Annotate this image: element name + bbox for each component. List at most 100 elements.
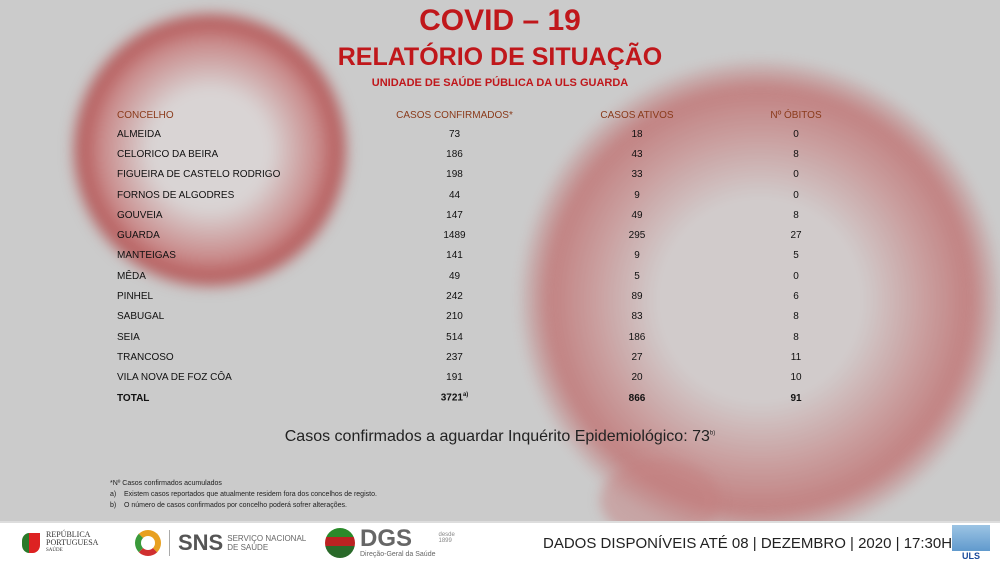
table-row: PINHEL 242 89 6 — [112, 286, 875, 306]
cell-confirmed: 44 — [448, 189, 461, 201]
col-active: CASOS ATIVOS — [600, 109, 674, 121]
footnote: *Nº Casos confirmados acumulados — [110, 480, 222, 487]
table-row: VILA NOVA DE FOZ CÔA 191 20 10 — [112, 368, 875, 388]
total-label: TOTAL — [117, 392, 150, 404]
cell-active: 33 — [631, 169, 643, 181]
cell-concelho: SABUGAL — [117, 311, 165, 323]
table-row: FORNOS DE ALGODRES 44 9 0 — [112, 185, 875, 205]
uls-text: ULS — [952, 551, 990, 561]
table-row: MANTEIGAS 141 9 5 — [112, 246, 875, 266]
cell-deaths: 27 — [790, 230, 802, 242]
dgs-sub: Direção-Geral da Saúde — [360, 551, 436, 558]
cell-confirmed: 191 — [446, 372, 463, 384]
cell-concelho: PINHEL — [117, 291, 154, 303]
cell-concelho: GUARDA — [117, 230, 160, 242]
uls-logo: ULS — [952, 525, 990, 561]
col-deaths: Nº ÓBITOS — [770, 109, 822, 121]
saude-text: SAÚDE — [46, 548, 63, 553]
sns-sub: DE SAÚDE — [227, 543, 269, 552]
footer: REPÚBLICA PORTUGUESA SAÚDE SNS SERVIÇO N… — [0, 521, 1000, 563]
pending-investigation: Casos confirmados a aguardar Inquérito E… — [284, 428, 716, 445]
cell-confirmed: 242 — [446, 291, 463, 303]
cell-confirmed: 147 — [446, 209, 463, 221]
table-row: SEIA 514 186 8 — [112, 327, 875, 347]
cell-deaths: 0 — [793, 189, 799, 201]
cell-deaths: 8 — [793, 209, 799, 221]
sns-text: SNS — [178, 530, 224, 555]
sns-ring-icon — [135, 530, 161, 556]
cell-active: 83 — [631, 311, 643, 323]
cell-confirmed: 73 — [448, 128, 461, 140]
dgs-logo: DGS Direção-Geral da Saúde desde 1899 — [325, 525, 455, 558]
table-header: CONCELHO CASOS CONFIRMADOS* CASOS ATIVOS… — [112, 106, 875, 124]
table-row: GOUVEIA 147 49 8 — [112, 205, 875, 225]
cell-active: 27 — [631, 351, 643, 363]
table-row: ALMEIDA 73 18 0 — [112, 124, 875, 144]
cell-concelho: MÊDA — [117, 270, 146, 282]
cell-concelho: MANTEIGAS — [117, 250, 176, 262]
cell-confirmed: 186 — [446, 148, 463, 160]
cell-active: 20 — [631, 372, 643, 384]
cell-deaths: 0 — [793, 169, 799, 181]
footnote: b) O número de casos confirmados por con… — [110, 502, 347, 509]
cell-deaths: 10 — [790, 372, 802, 384]
total-row: TOTAL 3721a) 866 91 — [112, 388, 875, 408]
cell-deaths: 8 — [793, 311, 799, 323]
unit-name: UNIDADE DE SAÚDE PÚBLICA DA ULS GUARDA — [371, 77, 629, 89]
table-row: TRANCOSO 237 27 11 — [112, 347, 875, 367]
cell-concelho: SEIA — [117, 331, 140, 343]
dgs-since: desde — [438, 532, 455, 538]
cell-deaths: 5 — [793, 250, 799, 262]
table-row: CELORICO DA BEIRA 186 43 8 — [112, 144, 875, 164]
cases-table: CONCELHO CASOS CONFIRMADOS* CASOS ATIVOS… — [112, 106, 875, 408]
page-subtitle: RELATÓRIO DE SITUAÇÃO — [337, 43, 663, 71]
cell-concelho: CELORICO DA BEIRA — [117, 148, 219, 160]
cell-active: 9 — [634, 189, 640, 201]
flag-icon — [22, 533, 40, 553]
cell-deaths: 6 — [793, 291, 799, 303]
dgs-text: DGS — [360, 525, 413, 552]
cell-confirmed: 141 — [446, 250, 463, 262]
footnotes: *Nº Casos confirmados acumulados a) Exis… — [110, 478, 377, 511]
cell-deaths: 0 — [793, 128, 799, 140]
cell-active: 9 — [634, 250, 640, 262]
dgs-year: 1899 — [438, 538, 452, 544]
total-deaths: 91 — [790, 392, 802, 404]
portuguesa-text: PORTUGUESA — [46, 538, 99, 547]
total-active: 866 — [628, 392, 646, 404]
cell-deaths: 8 — [793, 331, 799, 343]
cell-deaths: 0 — [793, 270, 799, 282]
cell-active: 5 — [634, 270, 640, 282]
total-confirmed: 3721a) — [440, 392, 469, 404]
footnote: a) Existem casos reportados que atualmen… — [110, 491, 377, 498]
cell-active: 18 — [631, 128, 643, 140]
table-row: FIGUEIRA DE CASTELO RODRIGO 198 33 0 — [112, 165, 875, 185]
cell-active: 186 — [628, 331, 646, 343]
cell-deaths: 11 — [790, 351, 802, 363]
cell-deaths: 8 — [793, 148, 799, 160]
cell-confirmed: 49 — [448, 270, 461, 282]
cell-concelho: GOUVEIA — [117, 209, 163, 221]
cell-active: 43 — [631, 148, 643, 160]
sns-sub: SERVIÇO NACIONAL — [227, 534, 307, 543]
col-concelho: CONCELHO — [117, 109, 174, 121]
col-confirmed: CASOS CONFIRMADOS* — [396, 109, 513, 121]
cell-confirmed: 1489 — [443, 230, 466, 242]
republica-text: REPÚBLICA — [46, 530, 91, 539]
cell-concelho: FORNOS DE ALGODRES — [117, 189, 235, 201]
data-date: DADOS DISPONÍVEIS ATÉ 08 | DEZEMBRO | 20… — [543, 535, 953, 552]
sns-logo: SNS SERVIÇO NACIONAL DE SAÚDE — [135, 530, 306, 556]
cell-concelho: FIGUEIRA DE CASTELO RODRIGO — [117, 169, 281, 181]
cell-confirmed: 198 — [446, 169, 463, 181]
cell-concelho: ALMEIDA — [117, 128, 161, 140]
table-row: SABUGAL 210 83 8 — [112, 307, 875, 327]
dgs-emblem-icon — [325, 528, 355, 558]
page-title: COVID – 19 — [419, 4, 581, 37]
cell-active: 89 — [631, 291, 643, 303]
cell-active: 49 — [631, 209, 643, 221]
cell-confirmed: 237 — [446, 351, 463, 363]
table-row: MÊDA 49 5 0 — [112, 266, 875, 286]
cell-confirmed: 210 — [446, 311, 463, 323]
republica-logo: REPÚBLICA PORTUGUESA SAÚDE — [22, 531, 98, 555]
